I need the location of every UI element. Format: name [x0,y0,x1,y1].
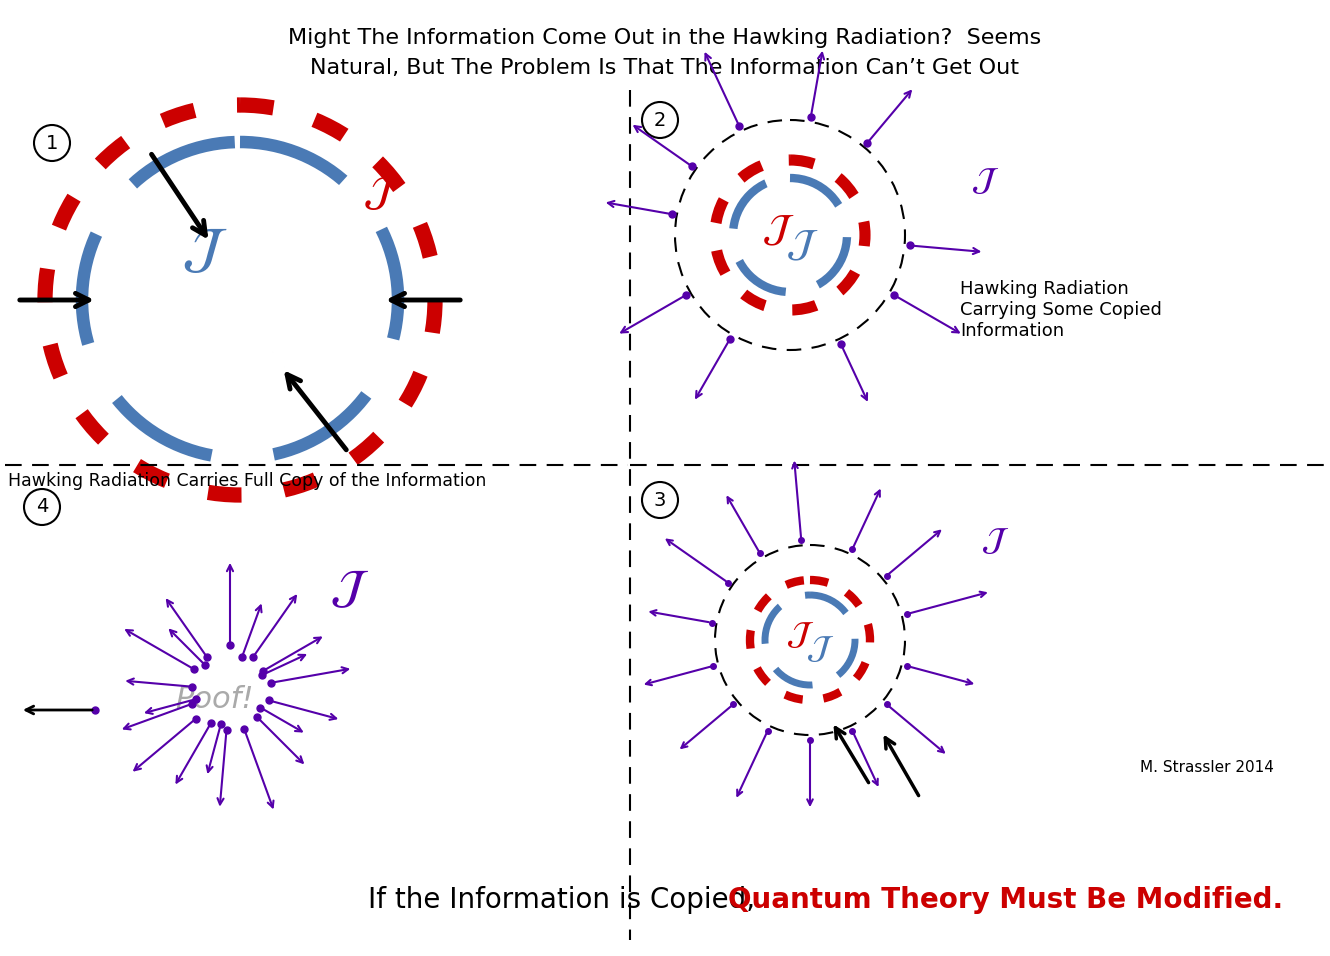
Text: $\mathcal{J}$: $\mathcal{J}$ [786,226,818,264]
Text: $\mathcal{J}$: $\mathcal{J}$ [806,632,834,664]
Text: $\mathcal{J}$: $\mathcal{J}$ [762,211,794,249]
Text: $\mathcal{J}$: $\mathcal{J}$ [182,224,227,276]
Text: Hawking Radiation
Carrying Some Copied
Information: Hawking Radiation Carrying Some Copied I… [960,280,1162,339]
Text: Poof!: Poof! [176,685,254,714]
Text: $\mathcal{J}$: $\mathcal{J}$ [363,172,398,214]
Text: Natural, But The Problem Is That The Information Can’t Get Out: Natural, But The Problem Is That The Inf… [310,58,1020,78]
Text: Might The Information Come Out in the Hawking Radiation?  Seems: Might The Information Come Out in the Ha… [289,28,1041,48]
Text: Hawking Radiation Carries Full Copy of the Information: Hawking Radiation Carries Full Copy of t… [8,472,487,490]
Text: M. Strassler 2014: M. Strassler 2014 [1140,760,1274,775]
Text: $\mathcal{J}$: $\mathcal{J}$ [982,524,1009,556]
Text: 3: 3 [654,490,666,510]
Text: 1: 1 [45,134,59,153]
Text: If the Information is Copied,: If the Information is Copied, [368,886,763,914]
Text: $\mathcal{J}$: $\mathcal{J}$ [786,619,814,651]
Text: $\mathcal{J}$: $\mathcal{J}$ [971,163,999,197]
Text: 2: 2 [654,111,666,129]
Text: Quantum Theory Must Be Modified.: Quantum Theory Must Be Modified. [728,886,1283,914]
Text: 4: 4 [36,497,48,516]
Text: $\mathcal{J}$: $\mathcal{J}$ [330,568,370,613]
